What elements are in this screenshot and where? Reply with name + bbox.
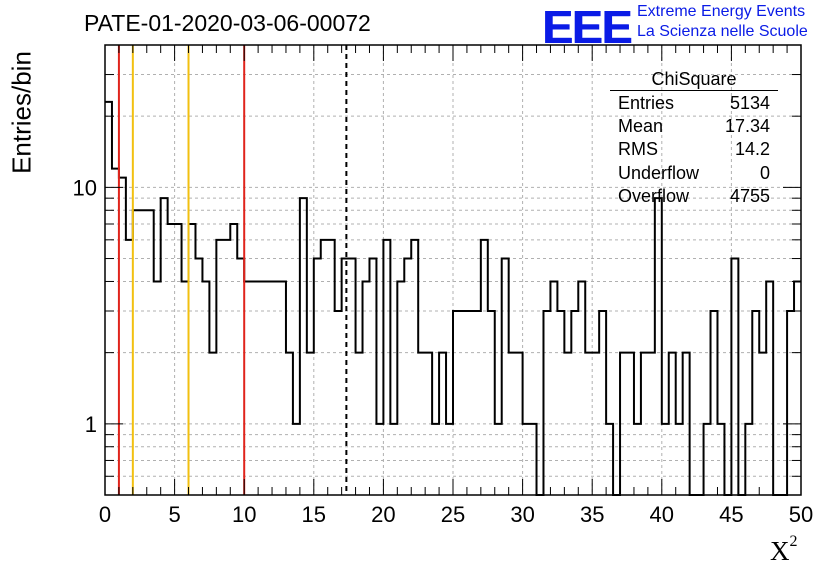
x-axis-label: X2 bbox=[770, 533, 798, 567]
plot-title: PATE-01-2020-03-06-00072 bbox=[84, 10, 371, 36]
tick-labels: 0 5 10 15 20 25 30 35 40 45 50 1 10 bbox=[73, 175, 814, 527]
x-tick-label: 5 bbox=[168, 502, 180, 527]
y-tick-label: 10 bbox=[73, 175, 97, 200]
stats-label: RMS bbox=[618, 139, 658, 160]
axis-ticks bbox=[104, 45, 802, 495]
x-tick-label: 10 bbox=[232, 502, 256, 527]
stats-label: Entries bbox=[618, 93, 675, 113]
x-tick-label: 0 bbox=[99, 502, 111, 527]
logo-line-2: La Scienza nelle Scuole bbox=[637, 23, 808, 40]
stats-label: Overflow bbox=[618, 185, 690, 206]
y-axis-label: Entries/bin bbox=[6, 51, 37, 174]
stats-value: 17.34 bbox=[724, 116, 770, 137]
stats-value: 14.2 bbox=[734, 139, 770, 160]
histogram-series bbox=[105, 100, 801, 496]
stats-box: ChiSquare Entries 5134 Mean 17.34 RMS 14… bbox=[610, 68, 778, 208]
x-tick-label: 45 bbox=[719, 502, 743, 527]
stats-row-mean: Mean 17.34 bbox=[610, 115, 778, 138]
x-tick-label: 35 bbox=[580, 502, 604, 527]
x-tick-label: 25 bbox=[441, 502, 465, 527]
x-tick-label: 40 bbox=[650, 502, 674, 527]
logo-line-1: Extreme Energy Events bbox=[637, 3, 806, 20]
x-tick-label: 50 bbox=[789, 502, 813, 527]
stats-value: 4755 bbox=[729, 185, 770, 206]
marker-lines bbox=[117, 45, 348, 495]
x-axis-label-superscript: 2 bbox=[789, 533, 798, 550]
histogram-line bbox=[105, 100, 801, 496]
x-tick-label: 20 bbox=[371, 502, 395, 527]
stats-separator bbox=[610, 90, 778, 91]
stats-row-underflow: Underflow 0 bbox=[610, 162, 778, 185]
x-tick-label: 15 bbox=[302, 502, 326, 527]
stats-title: ChiSquare bbox=[651, 69, 737, 89]
stats-value: 0 bbox=[759, 162, 770, 183]
stats-value: 5134 bbox=[729, 93, 770, 113]
stats-row-overflow: Overflow 4755 bbox=[610, 185, 778, 208]
x-axis-label-base: X bbox=[770, 536, 790, 566]
stats-label: Mean bbox=[618, 116, 664, 137]
stats-label: Underflow bbox=[618, 162, 700, 183]
x-tick-label: 30 bbox=[510, 502, 534, 527]
y-tick-label: 1 bbox=[85, 412, 97, 437]
stats-row-rms: RMS 14.2 bbox=[610, 138, 778, 161]
stats-row-entries: Entries 5134 bbox=[610, 92, 778, 115]
eee-logo: EEE bbox=[542, 1, 632, 53]
